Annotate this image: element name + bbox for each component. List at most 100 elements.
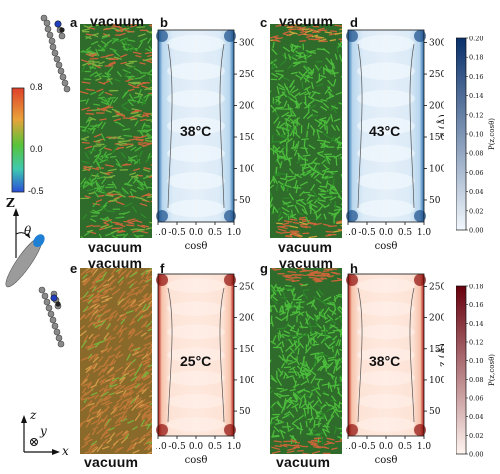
- colorbar-tick: 0.02: [469, 432, 483, 440]
- ytick-label: 250: [429, 282, 444, 292]
- temperature-h: 38°C: [369, 353, 401, 369]
- temperature-d: 43°C: [369, 123, 401, 139]
- panel-label-c: c: [260, 15, 268, 30]
- density-map-b: 50 100 150 200 250 300 -1.0-0.50.0 0.5 1.0 cosθ: [156, 29, 254, 252]
- molecule-glyph-bottom: [38, 286, 65, 348]
- panel-label-f: f: [160, 261, 165, 276]
- colorbar-tick: 0.16: [469, 73, 483, 81]
- ytick-label: 200: [239, 102, 254, 112]
- temperature-f: 25°C: [180, 353, 212, 369]
- xtick-label: 0.0: [189, 228, 204, 238]
- panel-label-a: a: [70, 15, 78, 30]
- xtick-label: 0.5: [398, 442, 413, 452]
- panel-g-bottom-vacuum: vacuum: [276, 454, 331, 470]
- ytick-label: 200: [239, 314, 254, 324]
- colorbar-tick: 0.14: [469, 92, 483, 100]
- xtick-label: -0.5: [358, 228, 376, 238]
- colorbar-tick: 0.08: [469, 376, 483, 384]
- axis-x-label: x: [62, 444, 69, 458]
- axis-z-label: z: [30, 408, 37, 422]
- xtick-label: 1.0: [417, 228, 432, 238]
- xtick-label: -0.5: [168, 228, 186, 238]
- xtick-label: 1.0: [227, 442, 242, 452]
- orientation-colorbar-tick-mid: 0.0: [30, 144, 43, 154]
- ytick-label: 300: [429, 39, 444, 49]
- panel-e-bottom-vacuum: vacuum: [84, 454, 139, 470]
- axis-y-label: y: [40, 424, 47, 438]
- xtick-label: 1.0: [417, 442, 432, 452]
- panel-label-h: h: [350, 261, 358, 276]
- ytick-label: 100: [429, 376, 444, 386]
- snapshot-panel-e: [80, 268, 152, 454]
- xaxis-label: cosθ: [375, 241, 398, 252]
- panel-e-top-vacuum: vacuum: [88, 255, 143, 271]
- colorbar-tick: 0.14: [469, 320, 483, 328]
- colorbar-tick: 0.10: [469, 131, 483, 139]
- yaxis-label: z (Å): [437, 343, 444, 367]
- panel-label-b: b: [160, 15, 168, 30]
- colorbar-tick: 0.20: [469, 36, 483, 43]
- coordinate-axes-glyph: [21, 415, 60, 455]
- ytick-label: 250: [239, 282, 254, 292]
- density-map-h: 50 100 150 200 250 -1.0-0.50.0 0.5 1.0 cosθ z (Å): [346, 273, 444, 466]
- orientation-colorbar: [11, 87, 25, 193]
- colorbar-tick: 0.06: [469, 395, 483, 403]
- panel-g-top-vacuum: vacuum: [279, 255, 334, 271]
- snapshot-panel-c: [270, 24, 342, 238]
- ytick-label: 100: [239, 164, 254, 174]
- panel-label-g: g: [260, 261, 268, 276]
- density-colorbar-blue: 0.00 0.02 0.04 0.06 0.08 0.10 0.12 0.14 0.16 0.18…: [456, 36, 496, 235]
- density-map-d: 50 100 150 200 250 300 -1.0-0.50.0 0.5 1.0 cosθ z …: [346, 29, 444, 252]
- director-theta-label: θ: [24, 224, 32, 238]
- colorbar-tick: 0.08: [469, 150, 483, 158]
- ytick-label: 150: [239, 133, 254, 143]
- colorbar-tick: 0.04: [469, 188, 483, 196]
- xtick-label: 0.0: [379, 442, 394, 452]
- xtick-label: -0.5: [358, 442, 376, 452]
- panel-label-d: d: [350, 15, 358, 30]
- xtick-label: 0.0: [379, 228, 394, 238]
- ytick-label: 250: [239, 70, 254, 80]
- colorbar-tick: 0.12: [469, 111, 483, 119]
- panel-c-bottom-vacuum: vacuum: [278, 239, 333, 255]
- xaxis-label: cosθ: [185, 455, 208, 466]
- snapshot-panel-g: [270, 268, 342, 454]
- ytick-label: 50: [239, 196, 251, 206]
- colorbar-tick: 0.00: [469, 451, 483, 459]
- ytick-label: 50: [239, 407, 251, 417]
- temperature-b: 38°C: [180, 123, 212, 139]
- xtick-label: 0.5: [208, 228, 223, 238]
- snapshot-panel-a: [80, 24, 152, 238]
- ytick-label: 150: [239, 345, 254, 355]
- panel-a-top-vacuum: vacuum: [90, 13, 145, 29]
- colorbar-tick: 0.00: [469, 227, 483, 235]
- colorbar-tick: 0.16: [469, 301, 483, 309]
- ytick-label: 100: [429, 164, 444, 174]
- ytick-label: 200: [429, 314, 444, 324]
- xtick-label: -1.0: [346, 442, 357, 452]
- colorbar-label: P(z,cosθ): [488, 118, 496, 150]
- panel-c-top-vacuum: vacuum: [279, 13, 334, 29]
- orientation-colorbar-tick-high: 0.8: [30, 82, 43, 92]
- yaxis-label: z (Å): [437, 114, 444, 138]
- panel-a-bottom-vacuum: vacuum: [88, 239, 143, 255]
- colorbar-tick: 0.02: [469, 207, 483, 215]
- colorbar-tick: 0.10: [469, 357, 483, 365]
- xtick-label: -1.0: [156, 228, 167, 238]
- xtick-label: -0.5: [168, 442, 186, 452]
- xtick-label: -1.0: [156, 442, 167, 452]
- colorbar-tick: 0.18: [469, 284, 483, 291]
- director-glyph: [5, 208, 45, 288]
- ytick-label: 150: [429, 133, 444, 143]
- colorbar-tick: 0.18: [469, 54, 483, 62]
- density-map-f: 50 100 150 200 250 -1.0-0.50.0 0.5 1.0 cosθ: [156, 273, 254, 466]
- ytick-label: 100: [239, 376, 254, 386]
- molecule-glyph-top: [40, 14, 71, 93]
- ytick-label: 200: [429, 102, 444, 112]
- colorbar-tick: 0.04: [469, 413, 483, 421]
- ytick-label: 300: [239, 39, 254, 49]
- xtick-label: 1.0: [227, 228, 242, 238]
- director-z-label: Z: [6, 196, 15, 210]
- density-colorbar-red: 0.00 0.02 0.04 0.06 0.08 0.10 0.12 0.14 0.16 0.18…: [456, 284, 496, 459]
- orientation-colorbar-tick-low: -0.5: [28, 186, 44, 196]
